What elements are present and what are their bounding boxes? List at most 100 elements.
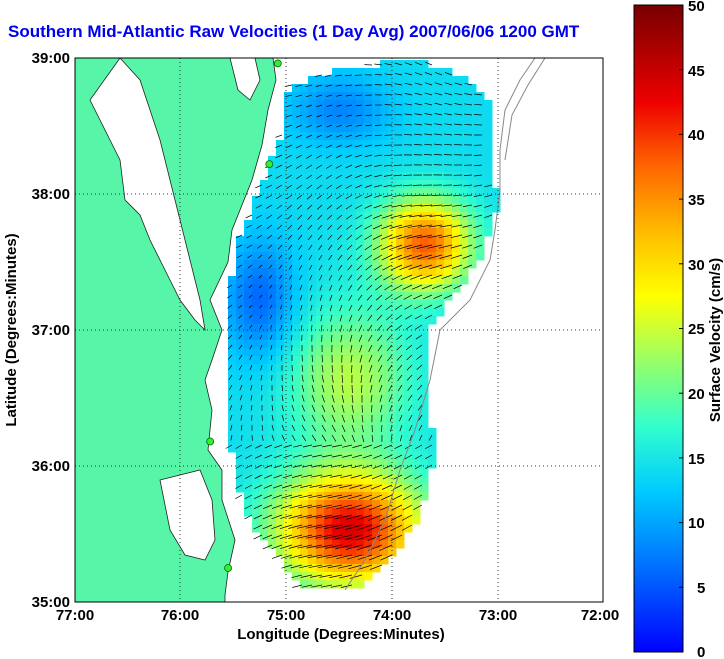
current-vector [253,504,263,510]
velocity-cell [364,156,373,165]
current-vector [253,524,263,530]
velocity-cell [436,300,445,309]
velocity-cell [372,516,381,525]
velocity-cell [268,180,277,189]
current-vector [474,164,483,167]
velocity-cell [412,188,421,197]
velocity-cell [276,428,285,437]
velocity-cell [332,284,341,293]
current-vector [328,254,333,261]
y-tick-label: 36:00 [32,458,70,475]
velocity-cell [420,156,429,165]
velocity-cell [372,132,381,141]
velocity-cell [372,116,381,125]
velocity-cell [380,124,389,133]
velocity-cell [284,428,293,437]
velocity-cell [260,276,269,285]
current-vector [414,103,423,106]
current-vector [265,194,273,199]
velocity-cell [316,148,325,157]
x-tick-label: 77:00 [56,607,94,624]
velocity-cell [292,276,301,285]
velocity-cell [300,108,309,117]
velocity-cell [484,164,493,173]
velocity-cell [308,124,317,133]
current-vector [415,324,423,330]
current-vector [292,464,303,468]
velocity-cell [268,236,277,245]
velocity-cell [372,532,381,541]
velocity-cell [452,228,461,237]
velocity-cell [388,324,397,333]
velocity-cell [380,412,389,421]
velocity-cell [404,140,413,149]
current-vector [276,214,283,220]
current-vector [309,574,323,578]
velocity-cell [340,564,349,573]
current-vector [462,214,473,218]
velocity-cell [356,540,365,549]
current-vector [296,174,303,180]
velocity-cell [268,220,277,229]
velocity-cell [364,148,373,157]
velocity-cell [356,124,365,133]
velocity-cell [412,196,421,205]
velocity-cell [452,276,461,285]
velocity-cell [348,340,357,349]
velocity-cell [428,172,437,181]
current-vector [356,534,373,541]
current-vector [346,104,353,107]
velocity-cell [404,204,413,213]
velocity-cell [236,236,245,245]
current-vector [440,264,453,270]
velocity-cell [244,500,253,509]
velocity-cell [428,108,437,117]
current-vector [301,584,313,588]
velocity-cell [284,340,293,349]
velocity-cell [412,84,421,93]
velocity-cell [468,180,477,189]
current-vector [444,113,453,116]
velocity-cell [284,236,293,245]
current-vector [272,494,283,499]
velocity-cell [244,292,253,301]
velocity-cell [348,156,357,165]
current-vector [307,504,323,509]
current-vector [290,304,293,311]
current-vector [288,244,293,250]
velocity-cell [388,124,397,133]
velocity-cell [300,372,309,381]
current-vector [345,174,353,179]
velocity-cell [324,444,333,453]
current-vector [280,334,283,341]
velocity-cell [452,156,461,165]
velocity-cell [452,164,461,173]
velocity-cell [308,292,317,301]
velocity-cell [292,180,301,189]
velocity-cell [404,68,413,77]
velocity-cell [460,164,469,173]
velocity-cell [316,92,325,101]
current-vector [404,93,413,96]
velocity-cell [260,316,269,325]
velocity-cell [396,220,405,229]
current-vector [291,394,295,402]
velocity-cell [236,476,245,485]
current-vector [316,184,323,190]
current-vector [368,554,383,561]
current-vector [430,274,443,280]
velocity-cell [364,460,373,469]
current-vector [271,404,274,411]
velocity-cell [292,196,301,205]
velocity-cell [388,116,397,125]
velocity-cell [340,212,349,221]
current-vector [311,374,314,383]
current-vector [389,224,403,229]
plot-frame [74,57,604,603]
velocity-cell [460,132,469,141]
velocity-cell [404,332,413,341]
velocity-cell [372,124,381,133]
current-vector [414,62,423,66]
velocity-cell [396,284,405,293]
velocity-cell [380,388,389,397]
